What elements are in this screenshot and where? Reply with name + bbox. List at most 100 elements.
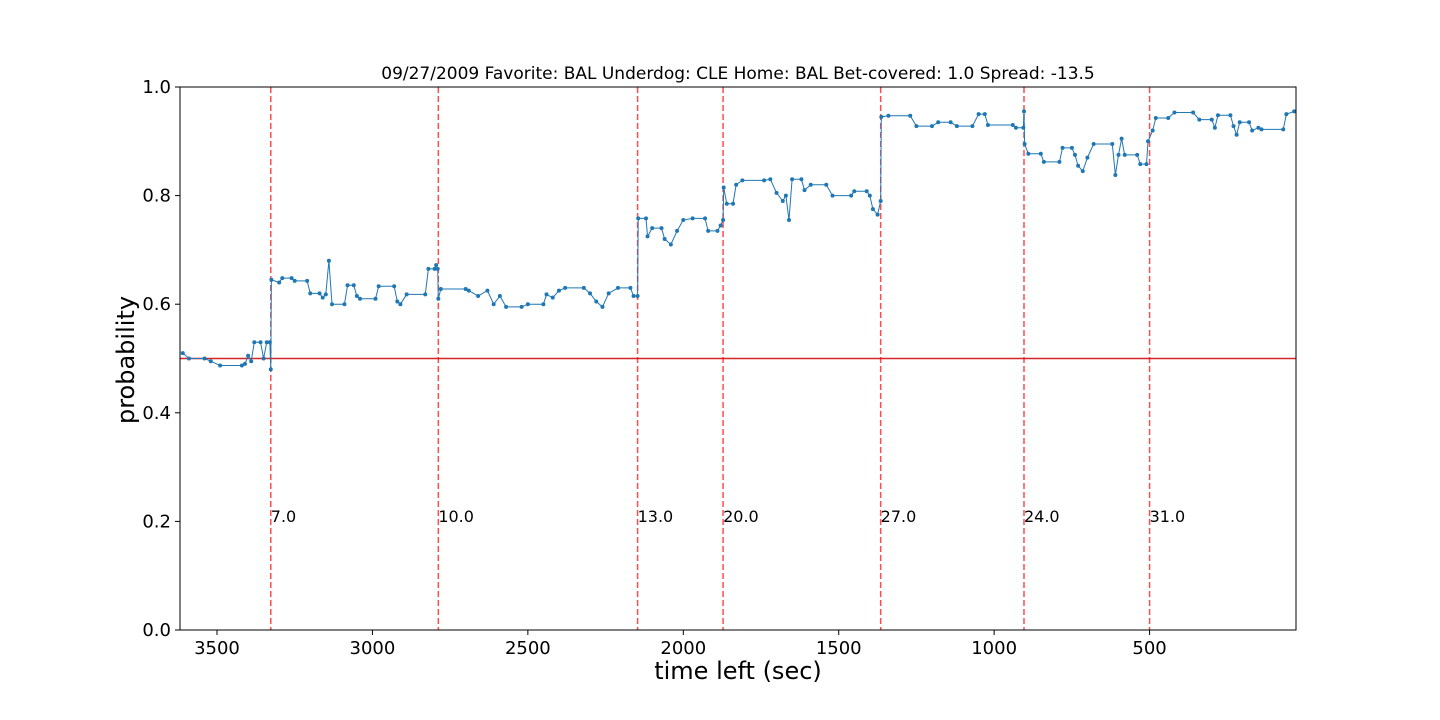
data-point [463,286,468,291]
data-point [982,112,987,117]
data-point [1080,169,1085,174]
data-point [852,189,857,194]
data-point [1026,151,1031,156]
y-tick-label: 1.0 [142,77,171,98]
data-point [504,304,509,309]
data-point [1215,113,1220,118]
data-point [914,124,919,129]
data-point [762,178,767,183]
data-point [277,280,282,285]
data-point [485,288,490,293]
data-point [323,292,328,297]
data-point [734,182,739,187]
data-point [768,177,773,182]
data-point [659,226,664,231]
data-point [497,294,502,299]
data-point [1076,163,1081,168]
x-tick-label: 2500 [505,638,551,659]
data-point [718,223,723,228]
data-point [438,286,443,291]
data-point [929,124,934,129]
data-point [1013,125,1018,130]
y-tick-label: 0.8 [142,186,171,207]
data-point [1284,112,1289,117]
data-point [1247,120,1252,125]
data-point [715,228,720,233]
data-point [1259,127,1264,132]
data-point [202,356,207,361]
data-point [731,201,736,206]
data-point [423,292,428,297]
data-point [1212,125,1217,130]
plot-frame [179,86,1297,631]
data-point [970,124,975,129]
data-point [519,304,524,309]
data-point [280,276,285,281]
data-point [435,266,440,271]
data-point [1191,110,1196,115]
y-tick-label: 0.6 [142,294,171,315]
data-point [395,299,400,304]
data-point [690,216,695,221]
data-point [1021,125,1026,130]
data-point [870,207,875,212]
data-point [476,294,481,299]
data-point [879,114,884,119]
data-point [668,242,673,247]
data-point [330,302,335,307]
chart-title: 09/27/2009 Favorite: BAL Underdog: CLE H… [381,64,1095,84]
data-point [875,212,880,217]
data-point [426,266,431,271]
data-point [249,359,254,364]
data-point [326,258,331,263]
data-point [908,113,913,118]
data-point [258,340,263,345]
data-point [1119,136,1124,141]
data-point [398,302,403,307]
data-point [373,296,378,301]
x-tick-label: 500 [1132,638,1166,659]
data-point [1135,152,1140,157]
data-point [662,237,667,242]
data-point [650,226,655,231]
data-point [541,302,546,307]
data-point [252,340,257,345]
data-point [246,353,251,358]
data-point [1041,159,1046,164]
data-point [317,291,322,296]
x-tick-label: 3000 [350,638,396,659]
data-point [1113,172,1118,177]
data-point [783,193,788,198]
data-point [1085,155,1090,160]
data-point [351,283,356,288]
data-point [242,361,247,366]
data-point [635,294,640,299]
data-point [886,113,891,118]
data-point [600,304,605,309]
data-point [799,177,804,182]
x-tick-label: 1000 [971,638,1017,659]
data-point [1209,117,1214,122]
data-point [1237,120,1242,125]
event-annotation: 27.0 [881,507,917,526]
data-point [434,263,439,268]
data-point [830,193,835,198]
data-point [636,216,641,221]
data-point [581,285,586,290]
data-point [631,294,636,299]
data-point [802,188,807,193]
data-point [985,123,990,128]
data-point [724,201,729,206]
data-point [808,182,813,187]
data-point [466,288,471,293]
data-point [1091,142,1096,147]
data-point [786,218,791,223]
event-annotation: 7.0 [271,507,296,526]
y-tick-label: 0.0 [142,620,171,641]
event-annotation: 20.0 [723,507,759,526]
data-point [392,284,397,289]
data-point [357,296,362,301]
data-point [1060,145,1065,150]
data-point [867,193,872,198]
